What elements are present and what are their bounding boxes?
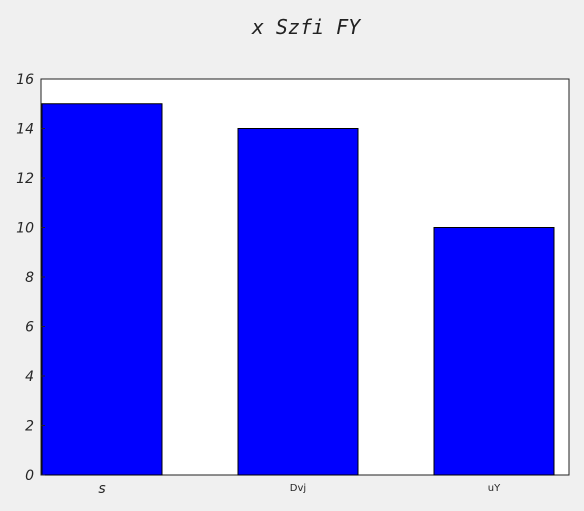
- chart-title: x Szfi FY: [251, 15, 362, 39]
- bar-uY: [433, 227, 555, 476]
- x-tick-label: s: [98, 481, 105, 497]
- bar-Dvj: [237, 128, 359, 476]
- y-tick-label: 2: [25, 419, 34, 435]
- y-tick-label: 8: [25, 270, 34, 286]
- bars-layer: [41, 103, 555, 476]
- y-tick-label: 0: [25, 468, 34, 484]
- y-tick-label: 16: [16, 72, 34, 88]
- y-tick-label: 4: [25, 369, 34, 385]
- bar-s: [41, 103, 163, 476]
- x-tick-label: uY: [488, 483, 501, 494]
- x-tick-label: Dvj: [290, 483, 306, 494]
- x-axis-ticks: s Dvj uY: [98, 481, 501, 497]
- y-tick-label: 10: [16, 221, 34, 237]
- y-tick-label: 14: [16, 122, 34, 138]
- y-tick-label: 6: [25, 320, 34, 336]
- y-tick-label: 12: [16, 171, 34, 187]
- y-axis-ticks: 0 2 4 6 8 10 12 14 16: [16, 72, 45, 484]
